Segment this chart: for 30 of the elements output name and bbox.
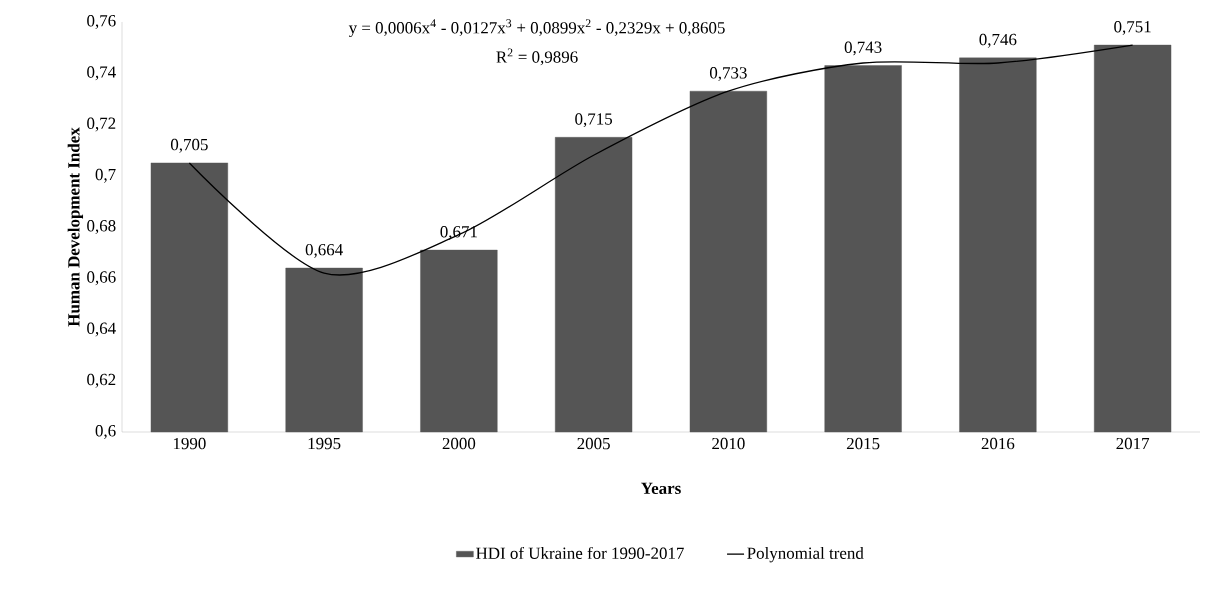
data-label: 0,733 <box>709 67 747 81</box>
data-label: 0,715 <box>575 113 613 128</box>
y-tick-label: 0,7 <box>95 168 116 183</box>
x-tick-label: 1995 <box>308 437 341 450</box>
x-tick-label: 2016 <box>981 437 1015 450</box>
x-tick-label: 2015 <box>846 437 880 450</box>
x-axis-title: Years <box>641 482 681 495</box>
legend-label: HDI of Ukraine for 1990-2017 <box>476 546 684 559</box>
annotation: y = 0,0006x$^{4}$ - 0,0127x$^{3}$ + 0,0899x$^{2}$ - 0,2329x + 0,8605 <box>348 19 725 38</box>
x-tick-label: 2000 <box>442 437 476 450</box>
data-label: 0,746 <box>979 33 1017 48</box>
y-axis-title: Human Development Index <box>67 127 84 327</box>
y-tick-label: 0,72 <box>87 117 116 132</box>
x-tick-label: 2010 <box>712 437 745 450</box>
y-tick-label: 0,64 <box>87 322 116 337</box>
y-tick-label: 0,74 <box>87 66 116 81</box>
y-tick-label: 0,76 <box>87 15 116 29</box>
data-label: 0,743 <box>844 41 882 56</box>
x-tick-label: 2017 <box>1116 437 1150 450</box>
legend-label: Polynomial trend <box>747 546 864 563</box>
y-tick-label: 0,66 <box>87 271 116 286</box>
annotation: R$^{2}$ = 0,9896 <box>496 48 578 66</box>
y-tick-label: 0,62 <box>87 373 116 388</box>
x-tick-label: 2005 <box>577 437 610 450</box>
data-label: 0,705 <box>170 138 208 153</box>
x-tick-label: 1990 <box>173 437 206 450</box>
data-label: 0,664 <box>305 243 343 258</box>
y-tick-label: 0,6 <box>95 425 116 439</box>
y-tick-label: 0,68 <box>87 220 116 234</box>
data-label: 0,751 <box>1114 21 1151 35</box>
